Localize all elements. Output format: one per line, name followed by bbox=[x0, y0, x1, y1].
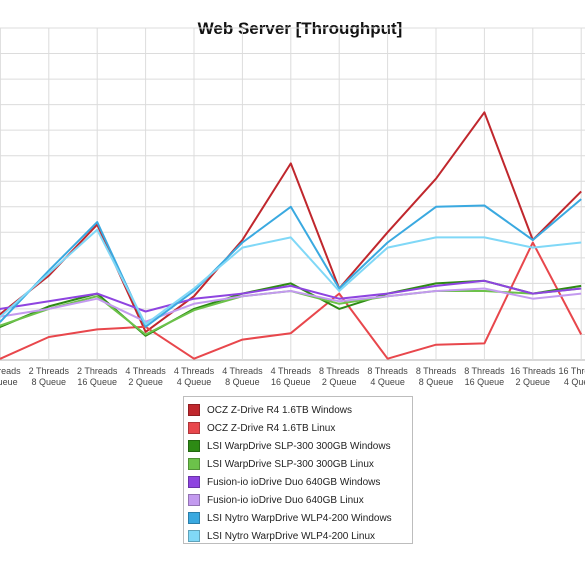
legend-label: LSI Nytro WarpDrive WLP4-200 Windows bbox=[207, 512, 392, 524]
x-tick-label: 16 Queue bbox=[271, 377, 311, 387]
legend-item: LSI Nytro WarpDrive WLP4-200 Windows bbox=[188, 509, 412, 527]
x-tick-label: 8 Queue bbox=[225, 377, 260, 387]
legend-label: OCZ Z-Drive R4 1.6TB Windows bbox=[207, 404, 353, 416]
x-tick-label: 8 Threads bbox=[416, 366, 457, 376]
series-line bbox=[0, 228, 582, 326]
legend-swatch bbox=[188, 494, 200, 506]
x-tick-label: 8 Queue bbox=[419, 377, 454, 387]
series-line bbox=[0, 279, 582, 313]
series-line bbox=[0, 241, 583, 360]
x-tick-label: 8 Threads bbox=[319, 366, 360, 376]
x-tick-label: 4 Queue bbox=[0, 377, 18, 387]
legend-label: LSI WarpDrive SLP-300 300GB Windows bbox=[207, 440, 391, 452]
legend-swatch bbox=[188, 530, 200, 542]
x-tick-label: 2 Queue bbox=[322, 377, 357, 387]
legend-item: Fusion-io ioDrive Duo 640GB Linux bbox=[188, 491, 412, 509]
x-tick-label: 4 Threads bbox=[125, 366, 166, 376]
legend-label: Fusion-io ioDrive Duo 640GB Windows bbox=[207, 476, 381, 488]
x-tick-label: 4 Threads bbox=[222, 366, 263, 376]
x-tick-label: 16 Queue bbox=[465, 377, 505, 387]
x-tick-label: 8 Queue bbox=[32, 377, 67, 387]
legend-label: OCZ Z-Drive R4 1.6TB Linux bbox=[207, 422, 336, 434]
legend-label: LSI WarpDrive SLP-300 300GB Linux bbox=[207, 458, 374, 470]
legend-swatch bbox=[188, 440, 200, 452]
legend-item: OCZ Z-Drive R4 1.6TB Windows bbox=[188, 401, 412, 419]
x-tick-label: 2 Queue bbox=[128, 377, 163, 387]
legend-swatch bbox=[188, 458, 200, 470]
x-tick-label: 16 Threads bbox=[559, 366, 585, 376]
x-tick-label: 2 Threads bbox=[0, 366, 21, 376]
legend-swatch bbox=[188, 422, 200, 434]
legend-item: LSI Nytro WarpDrive WLP4-200 Linux bbox=[188, 527, 412, 545]
x-tick-label: 4 Threads bbox=[271, 366, 312, 376]
x-tick-label: 4 Queue bbox=[564, 377, 585, 387]
legend-swatch bbox=[188, 404, 200, 416]
legend-item: LSI WarpDrive SLP-300 300GB Linux bbox=[188, 455, 412, 473]
x-tick-label: 16 Threads bbox=[510, 366, 556, 376]
x-tick-label: 2 Threads bbox=[77, 366, 118, 376]
series-line bbox=[0, 287, 582, 323]
legend-label: LSI Nytro WarpDrive WLP4-200 Linux bbox=[207, 530, 376, 542]
x-tick-label: 4 Queue bbox=[177, 377, 212, 387]
x-tick-label: 2 Queue bbox=[516, 377, 551, 387]
legend-label: Fusion-io ioDrive Duo 640GB Linux bbox=[207, 494, 364, 506]
series-line bbox=[0, 198, 582, 328]
x-tick-label: 4 Queue bbox=[370, 377, 405, 387]
series-lines bbox=[0, 111, 583, 360]
legend-swatch bbox=[188, 476, 200, 488]
x-tick-label: 2 Threads bbox=[29, 366, 70, 376]
grid bbox=[0, 27, 585, 361]
legend-item: LSI WarpDrive SLP-300 300GB Windows bbox=[188, 437, 412, 455]
x-tick-label: 16 Queue bbox=[77, 377, 117, 387]
legend-swatch bbox=[188, 512, 200, 524]
x-tick-label: 4 Threads bbox=[174, 366, 215, 376]
legend: OCZ Z-Drive R4 1.6TB Windows OCZ Z-Drive … bbox=[183, 396, 413, 544]
legend-item: Fusion-io ioDrive Duo 640GB Windows bbox=[188, 473, 412, 491]
legend-item: OCZ Z-Drive R4 1.6TB Linux bbox=[188, 419, 412, 437]
x-tick-label: 8 Threads bbox=[367, 366, 408, 376]
x-tick-label: 8 Threads bbox=[464, 366, 505, 376]
